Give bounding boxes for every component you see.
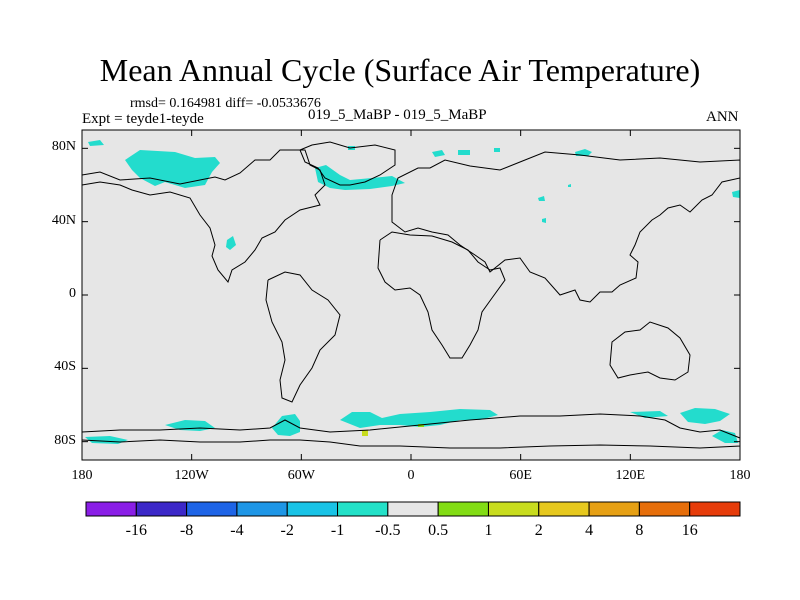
x-tick-label: 60E (509, 468, 532, 483)
colorbar-box (286, 501, 339, 517)
colorbar-label: 16 (681, 522, 698, 539)
colorbar-box (437, 501, 489, 517)
anomaly-patch-kamchatka (732, 190, 740, 198)
coastlines (81, 141, 741, 449)
colorbar-label: -0.5 (375, 522, 401, 539)
colorbar-label: -8 (179, 522, 194, 539)
colorbar-box (487, 501, 540, 517)
colorbar-box (85, 501, 137, 517)
colorbar-box (135, 501, 188, 517)
period-label: 019_5_MaBP - 019_5_MaBP (308, 107, 487, 123)
coastline-africa (377, 231, 506, 359)
colorbar-box (588, 501, 640, 517)
x-tick-label: 120W (174, 468, 209, 483)
anomaly-patch-usa (226, 236, 236, 250)
y-tick-label: 80N (51, 139, 76, 155)
experiment-label: Expt = teyde1-teyde (82, 111, 204, 127)
coastline-antarctica (81, 413, 741, 449)
colorbar-label: 1 (484, 522, 493, 539)
anomaly-patch-wilkes (680, 408, 730, 424)
colorbar-box (387, 501, 439, 517)
warm-anomaly-patch (362, 430, 368, 436)
x-tick-label: 120E (615, 468, 646, 483)
colorbar-label: 8 (635, 522, 644, 539)
colorbar-label: -2 (280, 522, 294, 539)
anomaly-patch-siberia2 (494, 148, 500, 152)
x-tick-label: 180 (71, 468, 93, 483)
warm-anomaly-patch-2 (418, 424, 424, 427)
colorbar (85, 501, 741, 517)
colorbar-label: 2 (534, 522, 543, 539)
anomaly-patch-arctic-east (432, 150, 445, 157)
anomaly-patch-asia2 (542, 218, 546, 223)
y-tick-label: 80S (54, 432, 76, 448)
anomaly-patch-asia3 (568, 184, 571, 187)
x-axis (81, 130, 741, 460)
anomaly-patch-peninsula (272, 414, 300, 436)
anomaly-patch-siberia (575, 149, 592, 156)
x-tick-label: 60W (287, 468, 315, 483)
colorbar-label: -4 (230, 522, 244, 539)
colorbar-label: -16 (125, 522, 147, 539)
y-tick-label: 40N (51, 212, 76, 228)
colorbar-box (186, 501, 238, 517)
x-tick-label: 180 (729, 468, 751, 483)
coastline-south-america (265, 271, 341, 403)
y-axis (82, 147, 740, 443)
colorbar-label: -1 (330, 522, 345, 539)
anomaly-patch-asia (538, 196, 545, 201)
y-tick-label: 0 (69, 286, 76, 301)
colorbar-label: 4 (585, 522, 594, 539)
coastline-eurasia (391, 151, 741, 303)
coastline-australia (609, 321, 691, 381)
coastline-north-america (81, 149, 326, 284)
chart-title: Mean Annual Cycle (Surface Air Temperatu… (99, 52, 701, 88)
colorbar-box (538, 501, 590, 517)
coastline-greenland (299, 141, 396, 186)
colorbar-box (689, 501, 741, 517)
x-tick-label: 0 (407, 468, 415, 483)
colorbar-box (236, 501, 288, 517)
y-tick-label: 40S (54, 359, 76, 375)
anomaly-patch-arctic-east2 (458, 150, 470, 155)
colorbar-label: 0.5 (428, 522, 449, 539)
anomaly-patch-chukchi (88, 140, 104, 146)
anomaly-patch-ross-east (712, 430, 738, 443)
anomaly-patch-weddell (340, 409, 498, 428)
colorbar-box (638, 501, 691, 517)
stats-line: rmsd= 0.164981 diff= -0.0533676 (130, 96, 321, 111)
colorbar-box (337, 501, 389, 517)
anomaly-patch-east-antarctica (630, 411, 668, 418)
season-label: ANN (706, 109, 739, 125)
